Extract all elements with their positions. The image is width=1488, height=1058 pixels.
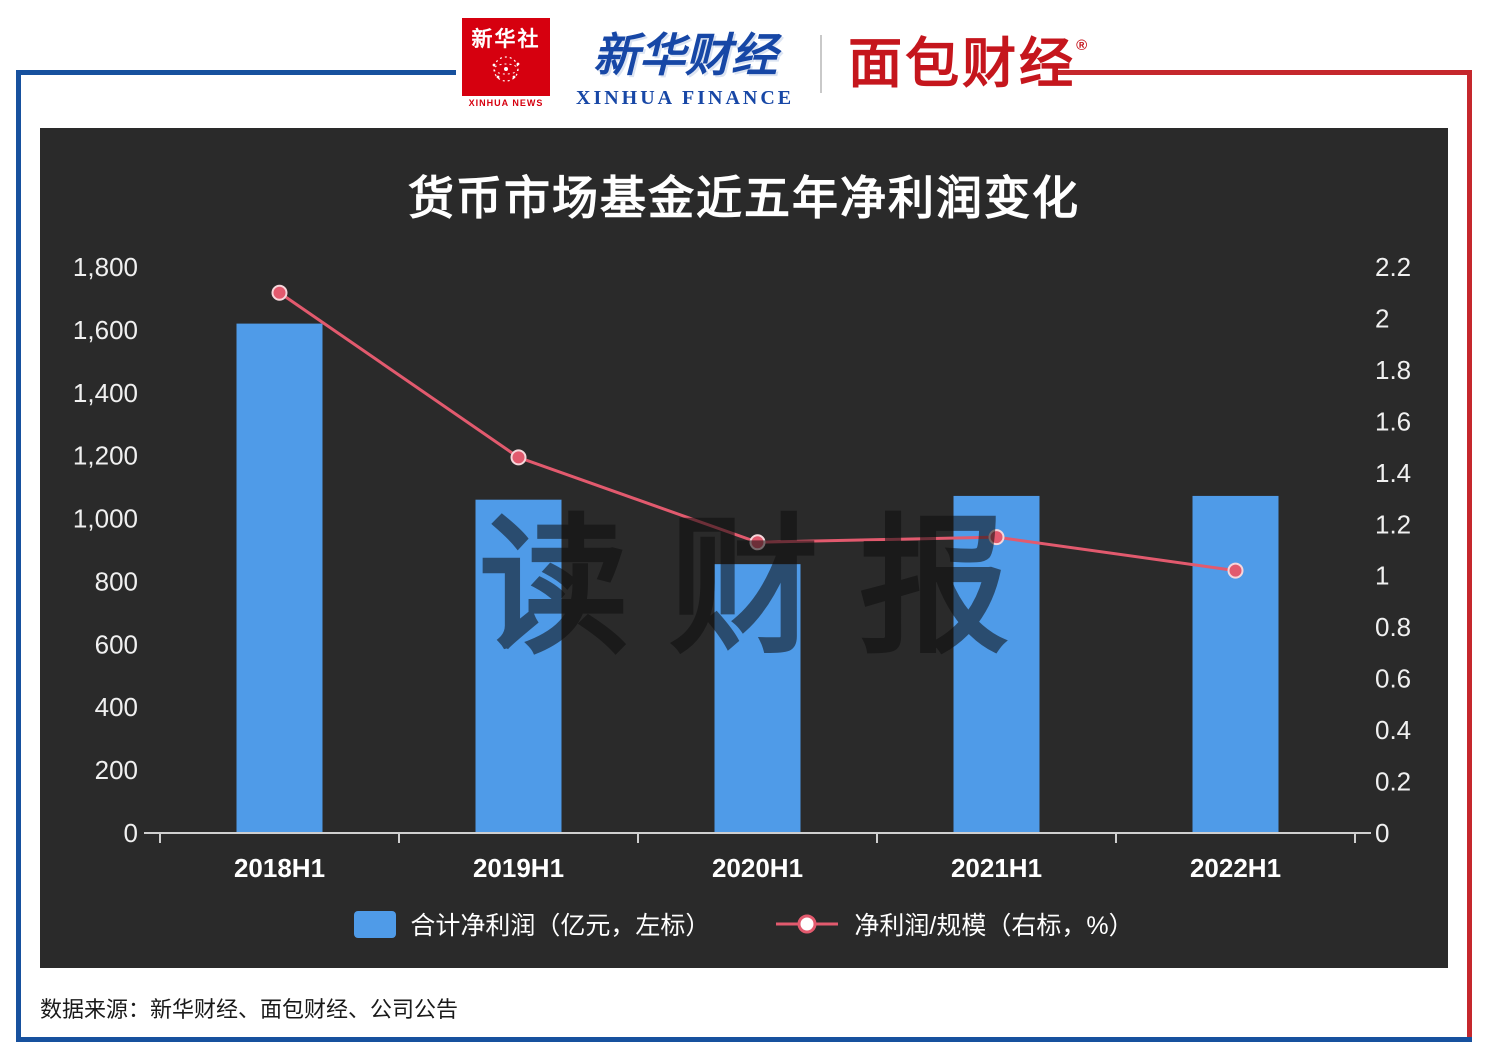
legend-bar-label: 合计净利润（亿元，左标） <box>410 912 711 940</box>
svg-text:600: 600 <box>95 629 138 659</box>
xinhua-news-logo: 新华社 XINHUA NEWS <box>462 18 550 110</box>
svg-text:1,200: 1,200 <box>73 441 138 471</box>
svg-text:0.2: 0.2 <box>1375 767 1411 797</box>
legend-item-line: 净利润/规模（右标，%） <box>774 906 1134 942</box>
svg-text:2022H1: 2022H1 <box>1190 853 1281 883</box>
xinhua-news-logo-subtext: XINHUA NEWS <box>462 96 550 110</box>
globe-network-icon <box>492 56 520 82</box>
svg-text:0: 0 <box>1375 818 1389 848</box>
legend-line-label: 净利润/规模（右标，%） <box>854 912 1134 940</box>
svg-text:1,000: 1,000 <box>73 504 138 534</box>
svg-text:1,800: 1,800 <box>73 252 138 282</box>
mianbao-finance-logo: 面包财经 ® <box>848 37 1087 91</box>
svg-text:1.4: 1.4 <box>1375 458 1411 488</box>
chart-legend: 合计净利润（亿元，左标） 净利润/规模（右标，%） <box>40 906 1448 942</box>
header-logos: 新华社 XINHUA NEWS 新华财经 XINHUA FINANCE 面包财经… <box>462 14 1087 114</box>
xinhua-finance-cn: 新华财经 <box>593 28 778 81</box>
svg-text:1: 1 <box>1375 561 1389 591</box>
svg-text:2: 2 <box>1375 303 1389 333</box>
mianbao-finance-cn: 面包财经 <box>848 34 1077 94</box>
svg-text:0.8: 0.8 <box>1375 612 1411 642</box>
svg-text:1.8: 1.8 <box>1375 355 1411 385</box>
frame-top-right <box>1056 70 1472 75</box>
svg-text:0.4: 0.4 <box>1375 715 1411 745</box>
combo-chart: 1,800 1,600 1,400 1,200 1,000 800 600 400 200 0 2.… <box>73 252 1411 883</box>
xinhua-news-logo-text: 新华社 <box>471 28 541 51</box>
frame-bottom <box>16 1037 1472 1042</box>
svg-text:0: 0 <box>124 818 138 848</box>
svg-text:1.6: 1.6 <box>1375 406 1411 436</box>
frame-right <box>1467 70 1472 1042</box>
svg-text:2018H1: 2018H1 <box>234 853 325 883</box>
svg-text:2020H1: 2020H1 <box>712 853 803 883</box>
legend-item-bar: 合计净利润（亿元，左标） <box>354 906 710 942</box>
svg-text:400: 400 <box>95 692 138 722</box>
xinhua-finance-en: XINHUA FINANCE <box>576 86 795 109</box>
svg-text:2019H1: 2019H1 <box>473 853 564 883</box>
svg-text:1,400: 1,400 <box>73 378 138 408</box>
chart-panel: 货币市场基金近五年净利润变化 1,800 1,600 1,400 1,200 1,000… <box>40 128 1448 968</box>
svg-text:800: 800 <box>95 566 138 596</box>
svg-text:200: 200 <box>95 755 138 785</box>
registered-mark: ® <box>1076 37 1088 54</box>
svg-text:1.2: 1.2 <box>1375 509 1411 539</box>
svg-text:0.6: 0.6 <box>1375 664 1411 694</box>
chart-title: 货币市场基金近五年净利润变化 <box>408 172 1080 224</box>
svg-text:2021H1: 2021H1 <box>951 853 1042 883</box>
frame-left <box>16 70 21 1042</box>
legend-bar-swatch <box>354 910 397 938</box>
svg-text:1,600: 1,600 <box>73 315 138 345</box>
data-source-note: 数据来源：新华财经、面包财经、公司公告 <box>40 997 459 1022</box>
svg-text:2.2: 2.2 <box>1375 252 1411 282</box>
xinhua-finance-logo: 新华财经 XINHUA FINANCE <box>576 19 794 110</box>
frame-top-left <box>16 70 456 75</box>
legend-line-marker-icon <box>776 914 839 934</box>
logo-divider <box>820 35 823 93</box>
